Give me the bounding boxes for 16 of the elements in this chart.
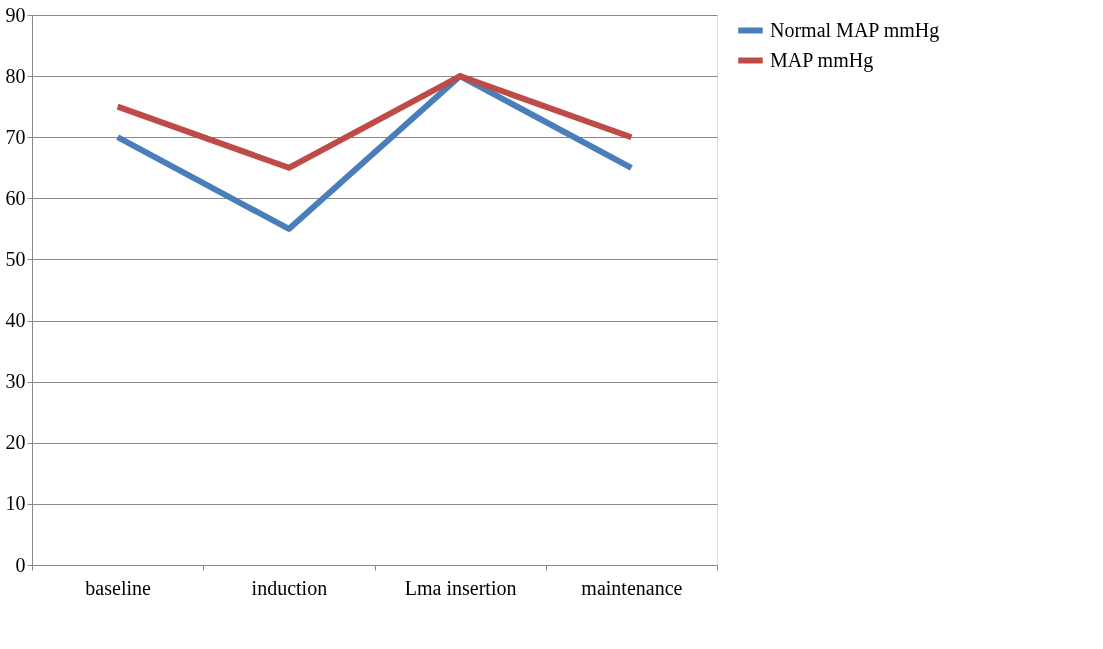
legend-label: Normal MAP mmHg	[770, 18, 940, 42]
y-tick-label: 10	[5, 492, 26, 515]
y-tick-label: 60	[5, 186, 26, 209]
y-tick-label: 70	[5, 125, 26, 148]
legend-label: MAP mmHg	[770, 48, 874, 72]
y-tick-label: 30	[5, 370, 26, 393]
y-tick-label: 40	[5, 309, 26, 332]
y-tick-label: 0	[15, 553, 26, 576]
y-tick-label: 80	[5, 64, 26, 87]
y-tick-label: 20	[5, 431, 26, 454]
x-tick-label: Lma insertion	[404, 576, 517, 599]
y-tick-label: 50	[5, 247, 26, 270]
x-tick-label: maintenance	[581, 576, 683, 599]
y-tick-label: 90	[5, 3, 26, 26]
x-tick-label: induction	[251, 576, 328, 599]
x-tick-label: baseline	[85, 576, 152, 599]
